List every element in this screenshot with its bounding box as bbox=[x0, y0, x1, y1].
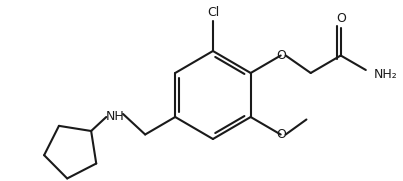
Text: NH₂: NH₂ bbox=[374, 68, 397, 81]
Text: Cl: Cl bbox=[207, 5, 219, 18]
Text: O: O bbox=[336, 12, 346, 25]
Text: O: O bbox=[276, 49, 286, 62]
Text: NH: NH bbox=[106, 110, 125, 123]
Text: O: O bbox=[276, 128, 286, 141]
